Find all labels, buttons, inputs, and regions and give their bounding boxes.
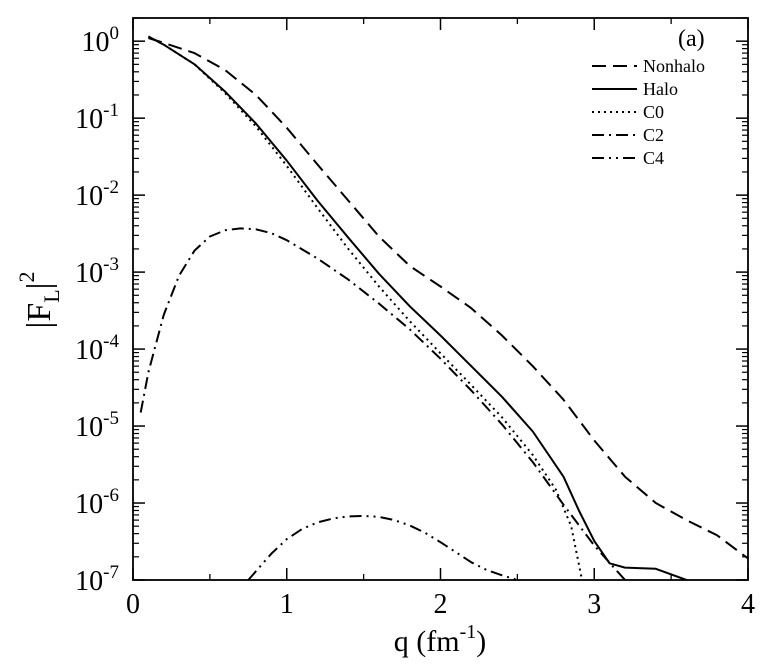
series-c4-line	[247, 514, 518, 580]
legend-label-halo: Halo	[643, 79, 678, 99]
x-tick-label: 3	[587, 589, 601, 620]
y-tick-label: 10-1	[75, 100, 119, 135]
y-axis-title-close: |	[21, 283, 58, 290]
y-tick-label: 10-4	[75, 331, 119, 366]
y-axis-title-base: |F	[21, 303, 58, 329]
series-c2-line	[139, 227, 626, 580]
legend: Nonhalo Halo C0 C2 C4	[592, 56, 705, 168]
y-axis-ticks: 100 10-1 10-2 10-3 10-4 10-5 10-6 10-7	[75, 17, 748, 597]
x-tick-label: 2	[434, 589, 448, 620]
x-tick-label: 1	[280, 589, 294, 620]
y-tick-label: 10-7	[75, 562, 119, 597]
series-nonhalo-line	[148, 37, 748, 560]
y-axis-title-subscript: L	[39, 289, 64, 302]
legend-label-c0: C0	[643, 102, 664, 122]
y-axis-title: |FL|2	[14, 272, 64, 329]
y-tick-label: 100	[82, 23, 120, 58]
y-tick-label: 10-5	[75, 408, 119, 443]
series-layer	[139, 35, 748, 580]
legend-label-nonhalo: Nonhalo	[643, 56, 705, 76]
legend-label-c2: C2	[643, 125, 664, 145]
panel-label: (a)	[678, 26, 705, 52]
legend-label-c4: C4	[643, 148, 664, 168]
x-axis-title-base: q (fm	[394, 625, 460, 658]
y-tick-label: 10-3	[75, 254, 119, 289]
series-c0-line	[147, 35, 583, 580]
x-tick-label: 0	[126, 589, 140, 620]
x-axis-title: q (fm-1)	[394, 621, 487, 658]
x-axis-ticks: 0 1 2 3 4	[126, 18, 755, 620]
y-tick-label: 10-6	[75, 485, 119, 520]
x-tick-label: 4	[741, 589, 755, 620]
x-axis-title-close: )	[476, 625, 486, 658]
y-axis-title-superscript: 2	[14, 272, 39, 283]
y-tick-label: 10-2	[75, 177, 119, 212]
x-axis-title-superscript: -1	[460, 621, 477, 643]
